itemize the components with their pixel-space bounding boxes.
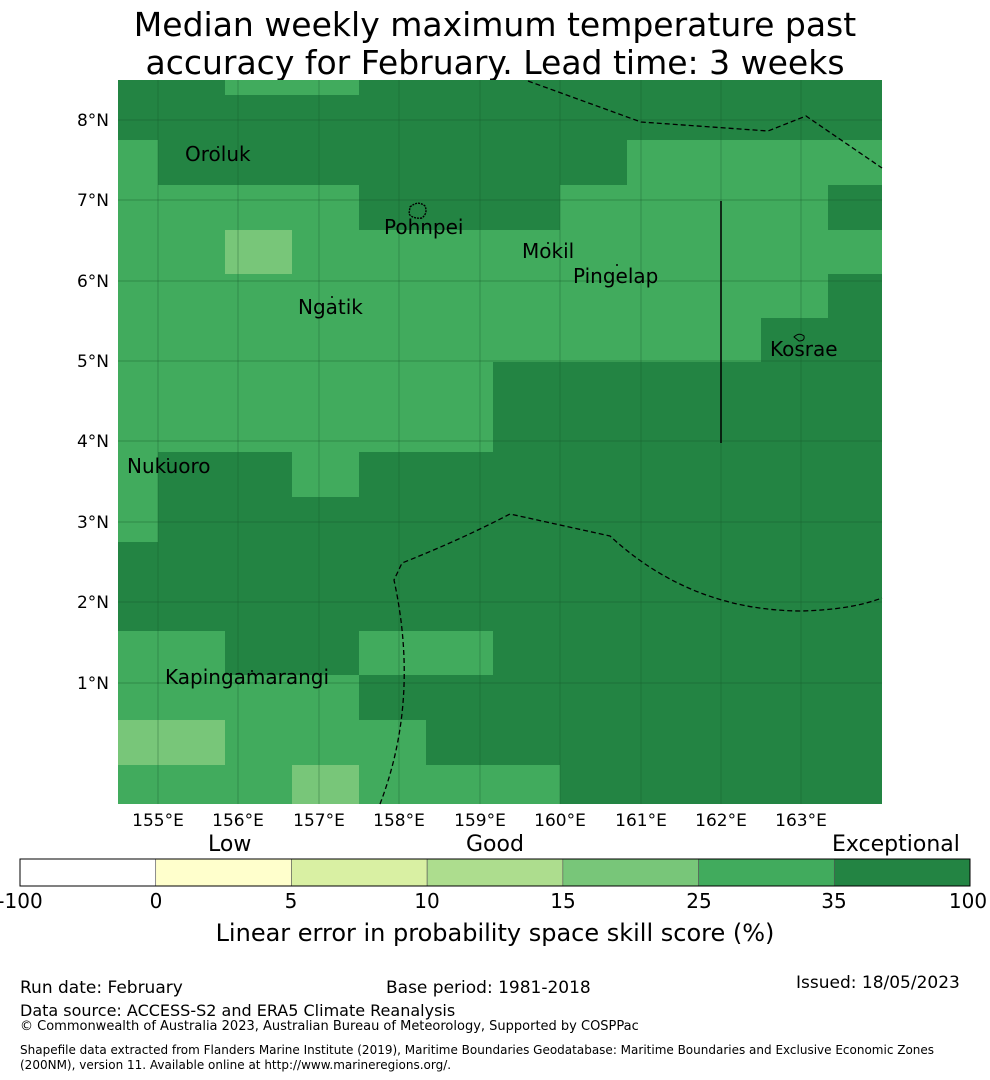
oroluk-island [217, 146, 219, 148]
eez-boundaries [379, 80, 883, 805]
grid-cell [158, 140, 627, 185]
grid-cell [118, 720, 225, 765]
data-source: Data source: ACCESS-S2 and ERA5 Climate … [20, 1001, 456, 1020]
map-title: Median weekly maximum temperature past a… [0, 6, 990, 82]
nukuoro-island [167, 458, 169, 460]
lon-tick: 157°E [293, 811, 345, 831]
grid-cell [426, 720, 882, 765]
mokil-island [547, 242, 549, 244]
grid-cell [225, 95, 359, 140]
place-label-pingelap: Pingelap [573, 264, 658, 288]
colorbar-segment [426, 858, 564, 887]
lat-tick: 7°N [77, 191, 109, 211]
lon-tick: 158°E [373, 811, 425, 831]
lon-tick: 159°E [454, 811, 506, 831]
grid-cell [359, 675, 882, 720]
colorbar-tick: 10 [414, 889, 440, 913]
colorbar-segment [698, 858, 835, 887]
place-label-kosrae: Kosrae [770, 337, 838, 361]
place-label-pohnpei: Pohnpei [384, 215, 464, 239]
grid-cell [225, 631, 359, 675]
lat-tick: 4°N [77, 432, 109, 452]
lat-tick: 8°N [77, 111, 109, 131]
colorbar-tick: 35 [821, 889, 847, 913]
grid-cell [292, 765, 359, 804]
colorbar-outline [19, 858, 971, 887]
grid-cell [158, 497, 882, 542]
lon-tick: 163°E [775, 811, 827, 831]
colorbar-tick: 15 [550, 889, 576, 913]
issued-date: Issued: 18/05/2023 [796, 973, 960, 993]
category-good: Good [466, 832, 524, 857]
lat-tick: 6°N [77, 272, 109, 292]
lon-tick: 160°E [534, 811, 586, 831]
grid-cell [761, 318, 882, 362]
place-label-mokil: Mokil [522, 239, 574, 263]
title-line-1: Median weekly maximum temperature past [133, 5, 857, 44]
colorbar-tick: 5 [284, 889, 298, 913]
colorbar-tick: 25 [686, 889, 712, 913]
base-period: Base period: 1981-2018 [386, 978, 591, 998]
grid-cell [118, 80, 225, 140]
place-label-kapingamarangi: Kapingamarangi [165, 665, 329, 689]
grid-cell [493, 362, 882, 452]
colorbar-tick: -100 [0, 889, 43, 913]
run-date: Run date: February [20, 978, 183, 998]
colorbar [19, 858, 971, 887]
title-line-2: accuracy for February. Lead time: 3 week… [145, 43, 845, 82]
shapefile-credit-line-1: Shapefile data extracted from Flanders M… [20, 1043, 935, 1057]
grid-cell [158, 452, 292, 497]
colorbar-segment [291, 858, 428, 887]
grid-cell [828, 274, 882, 318]
skill-grid [118, 80, 882, 804]
grid-cell [225, 230, 292, 274]
colorbar-tick: 0 [149, 889, 163, 913]
lat-tick: 1°N [77, 674, 109, 694]
grid-cell [828, 185, 882, 230]
lat-tick: 5°N [77, 352, 109, 372]
grid-cell [225, 80, 359, 95]
grid-cell [493, 631, 882, 675]
lon-tick: 162°E [695, 811, 747, 831]
grid-cell [359, 452, 882, 497]
pingelap-island [616, 264, 618, 266]
eez-boundary-north [527, 80, 883, 169]
colorbar-segment [562, 858, 699, 887]
lon-tick: 156°E [212, 811, 264, 831]
colorbar-segment [19, 858, 157, 887]
lat-tick: 3°N [77, 513, 109, 533]
place-label-oroluk: Oroluk [185, 142, 251, 166]
category-exceptional: Exceptional [832, 832, 960, 857]
eez-boundary-south [379, 513, 883, 805]
lat-tick: 2°N [77, 593, 109, 613]
category-low: Low [208, 832, 252, 857]
colorbar-tick: 100 [948, 889, 988, 913]
grid-cell [359, 185, 560, 230]
place-label-ngatik: Ngatik [298, 295, 363, 319]
grid-cell [359, 80, 882, 140]
lon-tick: 161°E [615, 811, 667, 831]
copyright: © Commonwealth of Australia 2023, Austra… [20, 1019, 639, 1034]
kosrae-island [793, 333, 805, 342]
gridlines [118, 80, 882, 804]
place-label-nukuoro: Nukuoro [127, 454, 211, 478]
lon-tick: 155°E [132, 811, 184, 831]
colorbar-segment [833, 858, 971, 887]
pohnpei-island [408, 202, 427, 219]
kapingamarangi-island [251, 670, 253, 672]
colorbar-segment [155, 858, 292, 887]
ngatik-island [331, 296, 333, 298]
shapefile-credit-line-2: (200NM), version 11. Available online at… [20, 1058, 452, 1072]
grid-cell [118, 542, 882, 631]
colorbar-title: Linear error in probability space skill … [215, 919, 775, 947]
